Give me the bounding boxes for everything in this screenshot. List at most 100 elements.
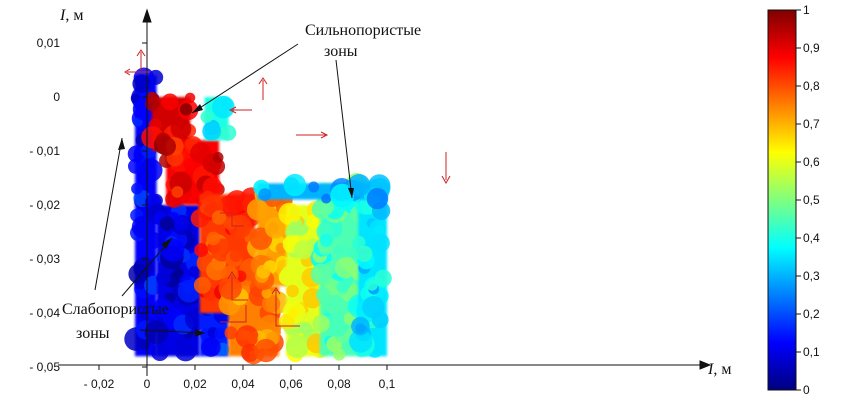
annotation-weak-porous: Слабопористые зоны [62,137,206,342]
colorbar-tick-label: 0,2 [803,307,820,321]
pointer-arrowhead [348,188,354,198]
annotation-weak-line2: зоны [76,325,110,342]
porosity-dot [194,243,209,258]
colorbar-tick-label: 0,9 [803,41,820,55]
y-tick-label: 0 [53,90,60,104]
porosity-dot [127,145,145,163]
porosity-dot [144,320,169,345]
porosity-dot [349,329,373,353]
x-tick-label: 0,02 [183,377,207,391]
porosity-dot [152,298,173,319]
y-tick-label: - 0,03 [29,252,60,266]
porosity-dot [131,182,143,195]
porosity-dot [256,264,271,279]
colorbar-gradient [767,9,797,391]
porosity-dot [183,158,196,171]
x-tick-label: 0,1 [379,377,396,391]
porosity-dot [352,235,366,249]
colorbar-tick-label: 0,3 [803,269,820,283]
porosity-dot [312,314,330,333]
porosity-dot [138,337,151,351]
colorbar-tick-label: 0,5 [803,193,820,207]
pointer-arrowhead [118,138,125,150]
porosity-dot [316,287,331,303]
porosity-dot [371,233,390,253]
x-tick-label: 0,08 [327,377,351,391]
porosity-dot [174,339,197,362]
porosity-dot [224,326,238,340]
porosity-dot [184,92,196,104]
porosity-dot [145,96,160,112]
pointer-arrowhead [195,329,205,337]
porosity-dot [156,270,171,286]
porosity-dot [211,210,227,225]
porosity-dot [293,240,313,260]
pointer-arrow [94,137,123,291]
colorbar-tick-label: 0,4 [803,231,820,245]
pointer-arrow [335,59,353,199]
colorbar-tick-label: 1 [803,3,810,17]
x-tick-label: 0 [144,377,151,391]
porosity-dot [355,323,366,334]
porosity-dot [362,296,385,319]
porosity-dot [285,334,310,359]
porosity-dot [132,74,151,93]
y-tick-label: - 0,05 [29,360,60,374]
pointer-arrow [191,43,299,114]
load-markers [124,49,451,327]
colorbar-tick-label: 0,7 [803,117,820,131]
porosity-dot [280,265,301,287]
y-axis-arrow [142,8,152,23]
colorbar-tick-label: 0 [803,383,810,397]
porosity-dot [201,337,221,357]
porosity-dot [139,158,163,182]
x-ticks: - 0,02 0 0,02 0,04 0,06 0,08 0,1 [84,365,396,391]
x-tick-label: 0,06 [279,377,303,391]
porosity-dot [321,193,332,204]
porosity-dot [161,238,185,262]
porosity-dot [220,124,237,141]
porosity-dot [170,118,192,139]
porosity-dot [330,183,354,208]
porosity-dot [283,177,300,193]
x-tick-label: 0,04 [231,377,255,391]
porosity-dot [334,245,345,256]
porosity-dot [278,202,301,226]
porosity-dot [212,95,235,119]
annotation-strong-line1: Сильнопористые [305,22,421,39]
porosity-dot [369,219,386,237]
porosity-dot [336,280,350,294]
pointer-arrowhead [192,104,203,113]
porosity-dot [214,327,226,339]
porosity-dot [305,214,321,230]
porosity-dot [254,338,278,363]
y-ticks: 0,01 0 - 0,01 - 0,02 - 0,03 - 0,04 - 0,05 [29,36,147,374]
porosity-dot [218,276,242,300]
porosity-dot [151,343,169,361]
porosity-dot [223,217,236,230]
porosity-dot [288,221,301,234]
porosity-dot [179,103,193,116]
annotation-weak-line1: Слабопористые [62,301,169,318]
porosity-dot [128,264,149,284]
porosity-dot [172,269,183,280]
porosity-dot [159,216,175,231]
porosity-dot [171,186,184,198]
porosity-dot [161,93,179,111]
colorbar-tick-label: 0,1 [803,345,820,359]
porosity-dot [200,110,214,124]
porosity-dot [235,325,259,348]
porosity-dot [128,158,143,174]
porosity-dot [319,233,333,247]
porosity-dot [325,313,349,337]
porosity-dot [261,288,272,299]
porosity-dot [288,308,299,319]
colorbar-tick-label: 0,8 [803,79,820,93]
porosity-dot [299,322,313,335]
porosity-dot [202,121,222,141]
annotation-strong-line2: зоны [324,43,358,60]
porosity-dot [212,152,224,163]
porosity-dot [374,269,392,287]
porosity-dot [193,276,211,294]
porosity-field [124,67,392,365]
